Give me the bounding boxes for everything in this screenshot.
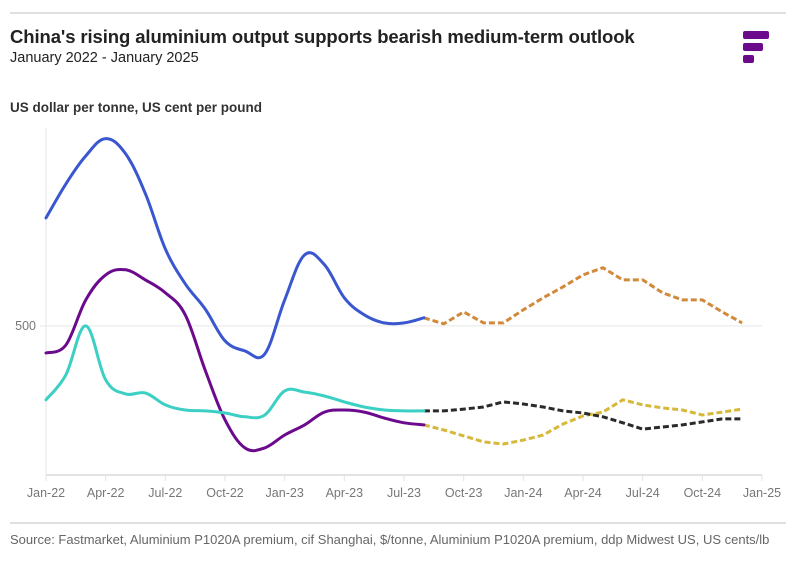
x-tick-label: Jan-24 [504,486,542,500]
logo-bar-3 [743,55,754,63]
y-tick-labels: 500 [15,319,36,333]
y-axis-label: US dollar per tonne, US cent per pound [10,100,263,115]
series-line-series-a-orange-forecast [423,266,743,326]
x-tick-label: Jan-22 [27,486,65,500]
source-note: Source: Fastmarket, Aluminium P1020A pre… [10,532,770,547]
top-divider [10,12,786,14]
chart-subtitle: January 2022 - January 2025 [10,50,199,66]
x-tick-label: Oct-24 [684,486,722,500]
logo-bar-2 [743,43,763,51]
x-tick-label: Apr-24 [564,486,602,500]
axes [45,128,763,481]
x-tick-label: Apr-22 [87,486,125,500]
series-line-series-a-blue-actual [44,137,426,360]
x-tick-label: Jan-23 [266,486,304,500]
series-line-series-c-teal-actual [44,324,426,420]
x-tick-label: Oct-22 [206,486,244,500]
x-tick-label: Jul-23 [387,486,421,500]
chart-title: China's rising aluminium output supports… [10,26,635,47]
logo-bar-1 [743,31,769,39]
x-tick-label: Jan-25 [743,486,781,500]
series-line-series-b-yellow-forecast [423,398,743,446]
x-tick-label: Apr-23 [326,486,364,500]
fastmarkets-logo-icon [743,31,769,65]
series-lines [44,137,743,453]
x-tick-labels: Jan-22 Apr-22 Jul-22 Oct-22 Jan-23 Apr-23 Jul-… [27,486,781,500]
y-tick-label: 500 [15,319,36,333]
x-tick-label: Jul-22 [148,486,182,500]
x-tick-label: Oct-23 [445,486,483,500]
bottom-divider [10,522,786,524]
series-line-series-b-purple-actual [44,267,426,453]
x-tick-label: Jul-24 [626,486,660,500]
